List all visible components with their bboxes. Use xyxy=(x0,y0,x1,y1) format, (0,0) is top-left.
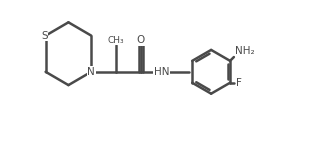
Text: HN: HN xyxy=(154,67,169,77)
Text: NH₂: NH₂ xyxy=(235,46,255,56)
Text: S: S xyxy=(41,31,48,41)
Text: N: N xyxy=(87,67,95,77)
Text: O: O xyxy=(137,35,145,45)
Text: CH₃: CH₃ xyxy=(108,36,124,45)
Text: F: F xyxy=(236,78,242,88)
